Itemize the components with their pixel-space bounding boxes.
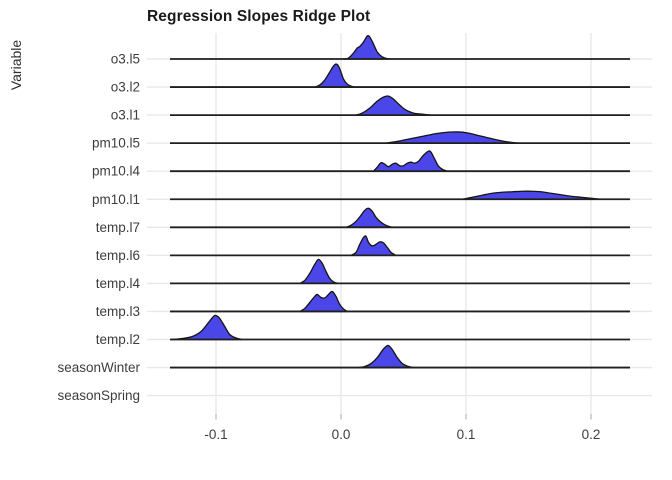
density-curve [342,34,391,60]
x-tick-label: -0.1 [204,427,227,442]
density-curve [299,258,340,285]
y-tick-label: pm10.l5 [92,136,140,151]
y-tick-label: o3.l2 [111,80,140,95]
x-tick-label: 0.0 [332,427,351,442]
y-tick-label: temp.l4 [96,276,141,291]
density-curve [299,290,348,313]
x-tick-label: 0.1 [457,427,476,442]
density-curve [345,207,393,228]
chart-title: Regression Slopes Ridge Plot [147,8,371,25]
density-curve [385,131,520,144]
y-tick-label: temp.l6 [96,248,140,263]
density-curve [357,344,415,369]
density-curve [372,150,448,172]
y-tick-label: o3.l1 [111,108,140,123]
x-tick-label: 0.2 [582,427,601,442]
y-tick-label: pm10.l1 [92,192,140,207]
y-tick-label: temp.l2 [96,332,140,347]
density-curve [314,63,356,88]
y-tick-label: seasonSpring [57,388,140,403]
y-axis-title: Variable [8,39,24,91]
y-tick-label: temp.l3 [96,304,140,319]
density-curve [350,235,397,256]
density-curve [461,190,602,200]
y-tick-label: o3.l5 [111,52,140,67]
density-curve [355,95,432,116]
y-tick-label: seasonWinter [57,360,140,375]
y-tick-label: pm10.l4 [92,164,141,179]
y-tick-label: temp.l7 [96,220,140,235]
density-curve [170,314,243,341]
